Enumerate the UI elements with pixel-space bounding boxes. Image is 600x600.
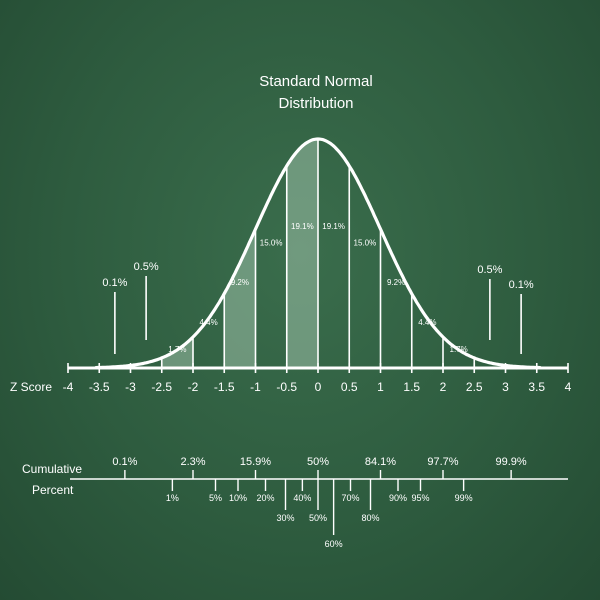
x-tick-label-15: 3.5 [528, 380, 545, 394]
x-tick-label-12: 2 [440, 380, 447, 394]
cumulative-major-label-3: 50% [307, 456, 329, 468]
chart-title-line-1: Standard Normal [259, 73, 372, 90]
cumulative-major-label-0: 0.1% [112, 456, 137, 468]
cumulative-minor-label-9: 80% [361, 513, 379, 523]
cumulative-minor-label-8: 70% [341, 493, 359, 503]
band-percent-label-5: 19.1% [322, 222, 345, 231]
chart-title: Standard Normal Distribution [259, 73, 372, 112]
cumulative-minor-label-10: 90% [389, 493, 407, 503]
x-tick-label-4: -2 [188, 380, 199, 394]
cumulative-minor-label-11: 95% [411, 493, 429, 503]
band-percent-label-0: 1.7% [168, 345, 186, 354]
tail-label-2: 0.5% [477, 264, 502, 276]
x-tick-label-0: -4 [63, 380, 74, 394]
cumulative-minor-label-5: 40% [293, 493, 311, 503]
x-axis-label: Z Score [10, 380, 52, 394]
band-percent-label-2: 9.2% [231, 278, 249, 287]
tail-label-0: 0.1% [102, 277, 127, 289]
chart-title-line-2: Distribution [278, 95, 353, 112]
normal-curve [94, 137, 542, 370]
cumulative-minor-label-1: 5% [209, 493, 222, 503]
band-percent-label-1: 4.4% [200, 318, 218, 327]
band-percent-label-7: 9.2% [387, 278, 405, 287]
band-percent-label-9: 1.7% [450, 345, 468, 354]
cumulative-minor-label-7: 60% [325, 539, 343, 549]
shaded-band-2 [286, 139, 318, 368]
tail-label-1: 0.5% [134, 261, 159, 273]
x-tick-label-5: -1.5 [214, 380, 235, 394]
band-percent-label-6: 15.0% [354, 239, 377, 248]
x-tick-label-16: 4 [565, 380, 572, 394]
cumulative-major-label-4: 84.1% [365, 456, 396, 468]
chart-marks: -4 -3.5 -3 -2.5 -2 -1.5 -1 -0.5 0 0.5 1 1.5 2 2.5 3 3.5… [63, 137, 572, 549]
cumulative-minor-label-2: 10% [229, 493, 247, 503]
cumulative-major-label-6: 99.9% [496, 456, 527, 468]
cumulative-minor-label-4: 30% [276, 513, 294, 523]
band-percent-label-3: 15.0% [260, 239, 283, 248]
x-tick-label-10: 1 [377, 380, 384, 394]
x-tick-label-3: -2.5 [151, 380, 172, 394]
cumulative-major-label-2: 15.9% [240, 456, 271, 468]
x-tick-label-8: 0 [315, 380, 322, 394]
band-percent-label-4: 19.1% [291, 222, 314, 231]
cumulative-minor-label-3: 20% [256, 493, 274, 503]
cumulative-minor-label-0: 1% [166, 493, 179, 503]
x-tick-label-9: 0.5 [341, 380, 358, 394]
cumulative-major-label-5: 97.7% [427, 456, 458, 468]
x-tick-label-13: 2.5 [466, 380, 483, 394]
band-percent-label-8: 4.4% [418, 318, 436, 327]
x-tick-label-6: -1 [250, 380, 261, 394]
cumulative-minor-label-12: 99% [455, 493, 473, 503]
x-tick-label-1: -3.5 [89, 380, 110, 394]
x-tick-label-2: -3 [125, 380, 136, 394]
x-tick-label-11: 1.5 [403, 380, 420, 394]
tail-label-3: 0.1% [509, 279, 534, 291]
x-tick-label-14: 3 [502, 380, 509, 394]
cumulative-major-label-1: 2.3% [180, 456, 205, 468]
x-tick-label-7: -0.5 [276, 380, 297, 394]
cumulative-label-line-2: Percent [32, 483, 74, 497]
cumulative-minor-label-6: 50% [309, 513, 327, 523]
shaded-band-1 [224, 229, 256, 368]
cumulative-label-line-1: Cumulative [22, 462, 82, 476]
